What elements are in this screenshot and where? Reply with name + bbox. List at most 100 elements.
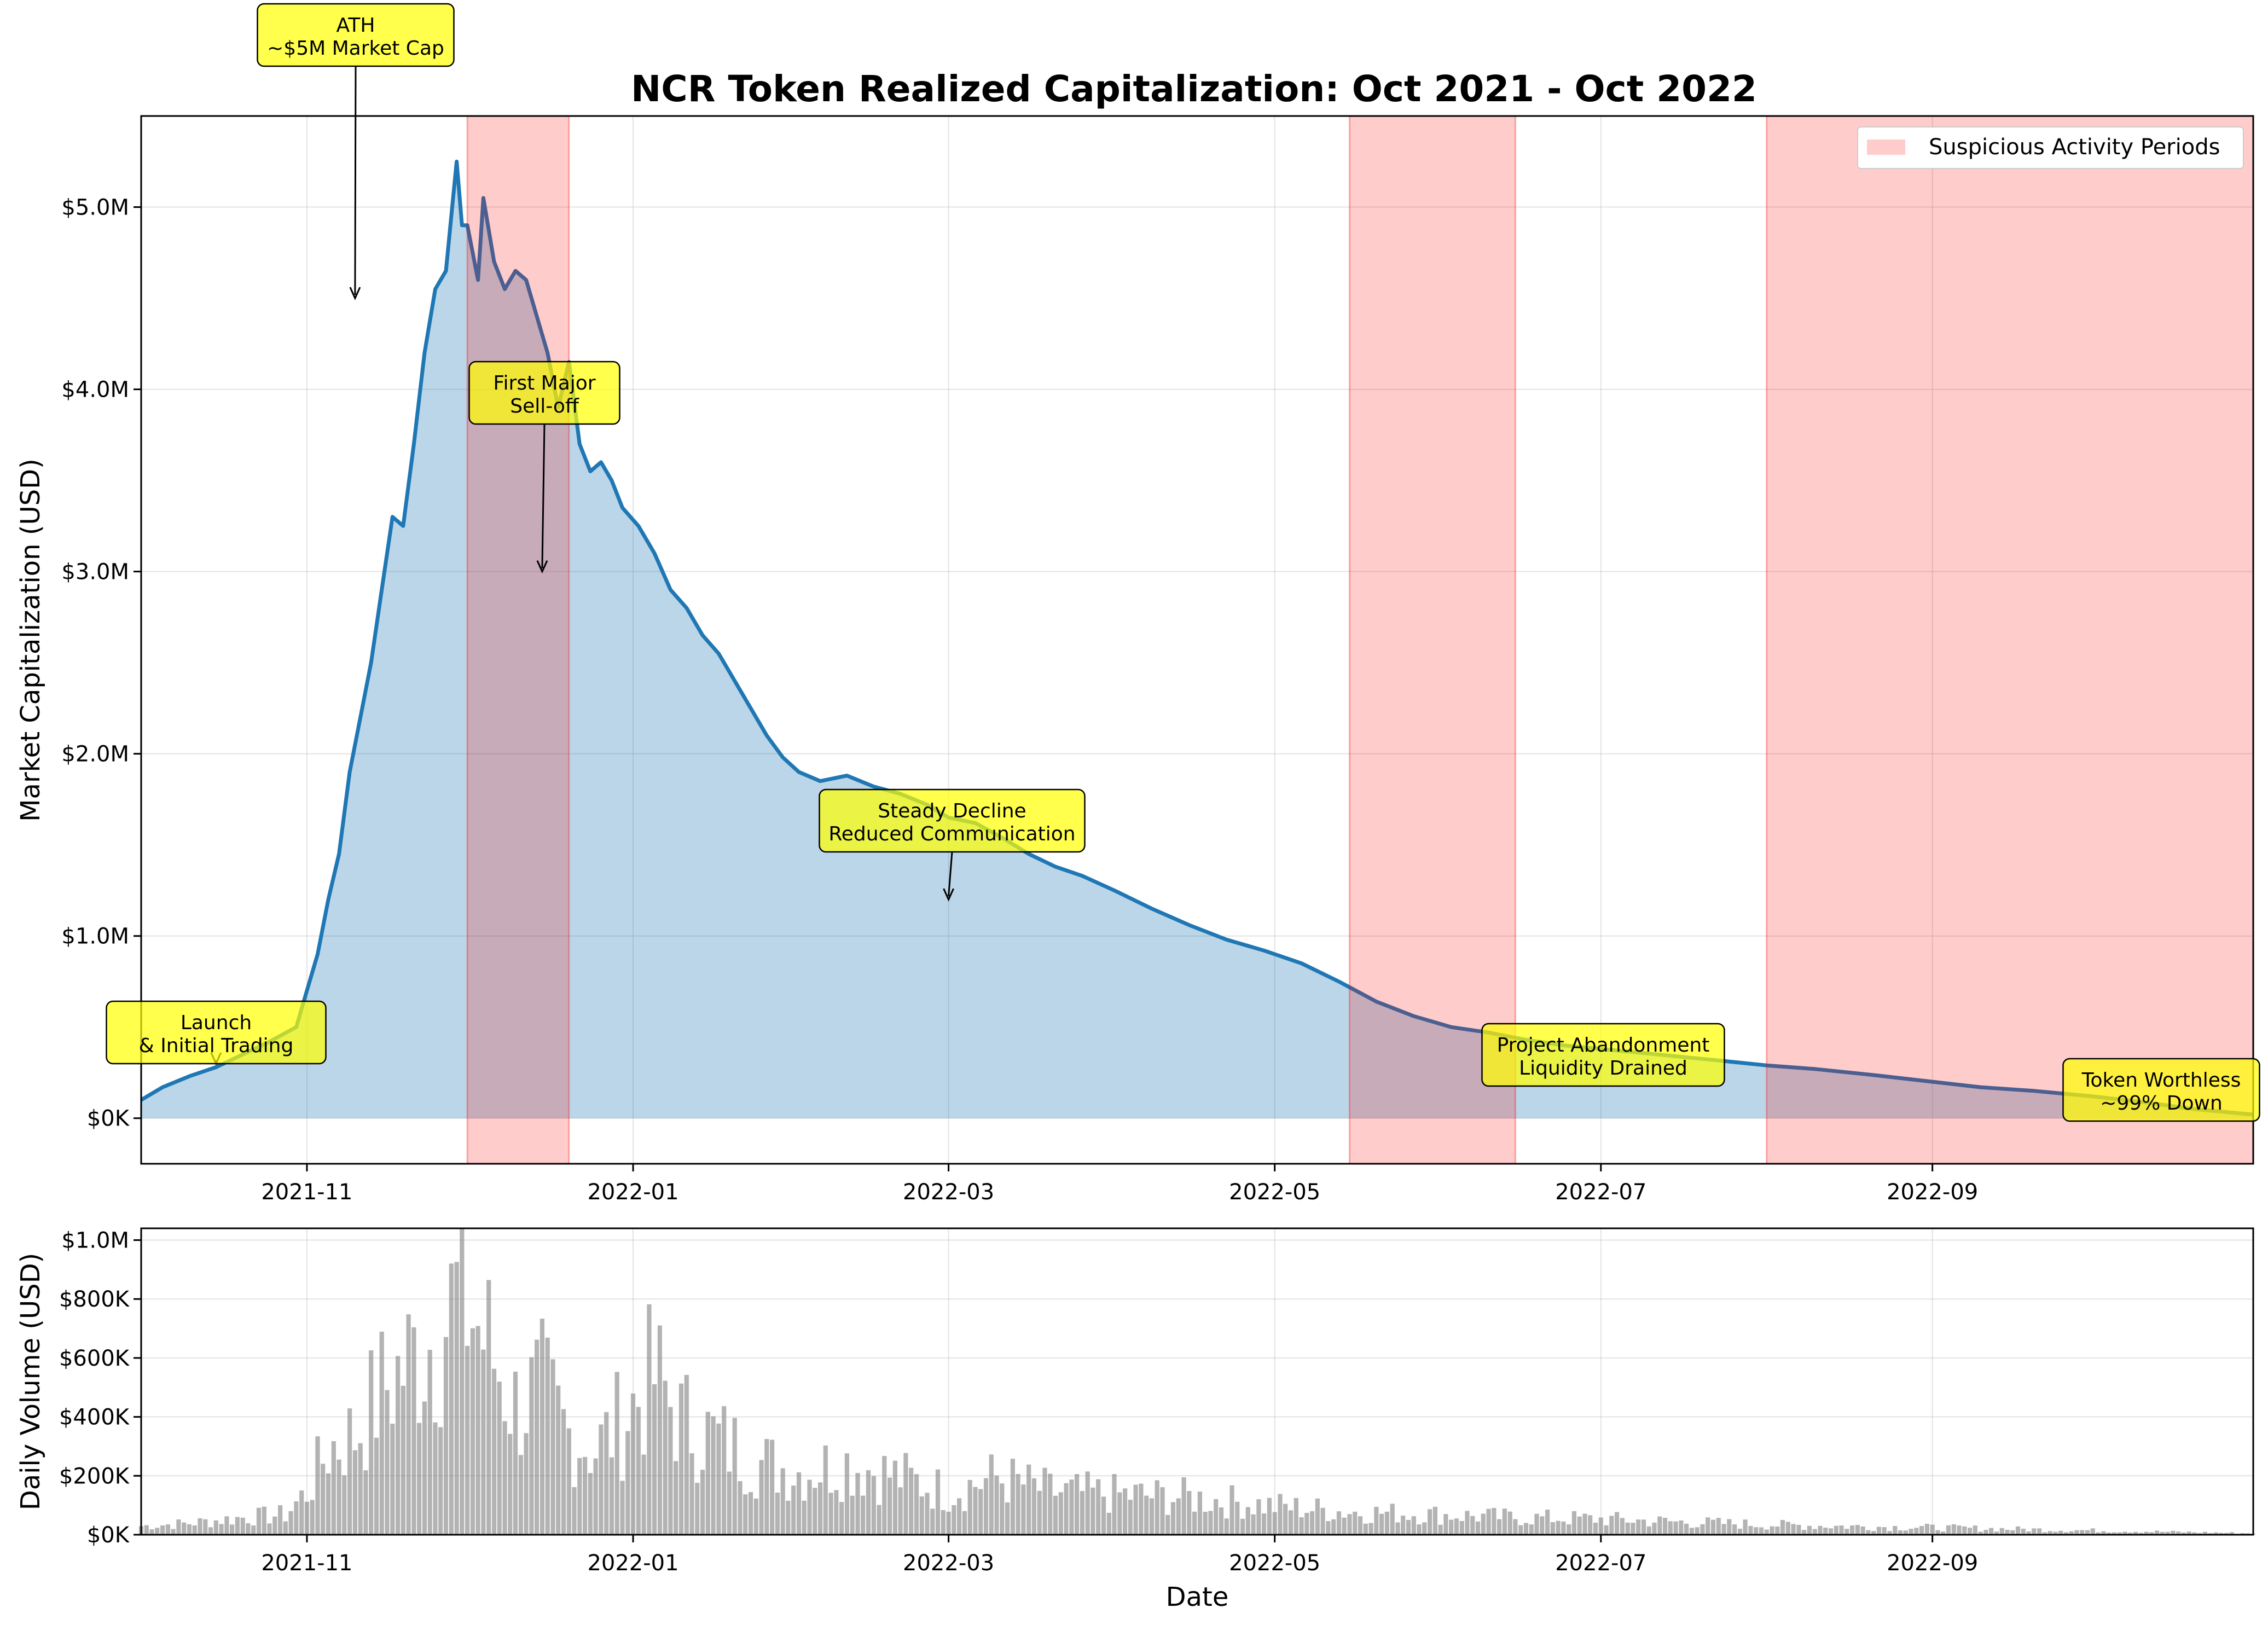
main-plot-frame (140, 115, 2254, 1165)
volume-bar (524, 1433, 529, 1535)
volume-bar (2015, 1526, 2021, 1535)
volume-bar (1481, 1513, 1486, 1535)
volume-bar (304, 1501, 309, 1535)
volume-bar (540, 1319, 544, 1535)
volume-bar (1144, 1495, 1149, 1535)
volume-bar (2219, 1533, 2224, 1535)
volume-bar (2032, 1528, 2037, 1535)
annotation-arrowhead (943, 888, 954, 902)
volume-bar (556, 1385, 561, 1535)
volume-bar (1465, 1511, 1470, 1535)
volume-bar (2058, 1530, 2063, 1535)
volume-bar (1989, 1528, 1994, 1535)
main-y-axis-label: Market Capitalization (USD) (15, 459, 46, 822)
volume-bar (1278, 1494, 1283, 1535)
annotation-arrow (541, 423, 546, 568)
annotation: ATH~$5M Market Cap (257, 3, 455, 300)
volume-bar (427, 1350, 432, 1535)
volume-bar (337, 1459, 341, 1535)
volume-bar (1010, 1459, 1015, 1535)
volume-bar (1615, 1512, 1620, 1535)
volume-bar (1475, 1521, 1481, 1535)
volume-bar (813, 1488, 817, 1535)
volume-bar (1214, 1499, 1219, 1535)
volume-bar (689, 1453, 694, 1535)
volume-bar (1732, 1524, 1737, 1535)
volume-bar (1567, 1524, 1571, 1535)
volume-bar (1679, 1520, 1684, 1535)
volume-bar (251, 1525, 256, 1535)
y-tick-label: $1.0M (61, 1228, 129, 1253)
volume-bar (882, 1456, 887, 1535)
volume-bar (1876, 1527, 1881, 1535)
annotation-arrowhead (349, 287, 361, 300)
volume-bar (1823, 1528, 1828, 1535)
volume-bar (2053, 1531, 2058, 1535)
volume-bar (732, 1418, 737, 1535)
volume-bar (952, 1505, 956, 1535)
legend: Suspicious Activity Periods (1857, 126, 2244, 169)
volume-bar (535, 1339, 540, 1535)
volume-bar (1000, 1483, 1005, 1535)
volume-bar (1924, 1524, 1929, 1535)
volume-bar (182, 1522, 187, 1535)
volume-bar (2010, 1530, 2015, 1535)
volume-bar (1310, 1511, 1315, 1535)
y-tick-label: $3.0M (61, 560, 129, 585)
volume-bar (1197, 1491, 1202, 1535)
volume-bar (1470, 1516, 1475, 1535)
volume-bar (433, 1422, 438, 1535)
suspicious-period (1766, 115, 2254, 1165)
volume-bar (1951, 1524, 1956, 1535)
volume-bar (1101, 1496, 1106, 1535)
volume-bar (1080, 1491, 1084, 1535)
volume-bar (834, 1490, 839, 1535)
volume-bar (1326, 1521, 1331, 1535)
volume-bar (1272, 1512, 1277, 1535)
volume-bar (967, 1479, 972, 1535)
volume-bar (1764, 1529, 1769, 1535)
volume-bar (529, 1357, 534, 1535)
volume-bar (614, 1372, 619, 1535)
volume-bar (2144, 1531, 2149, 1535)
volume-bar (2181, 1533, 2186, 1535)
volume-bar (374, 1437, 379, 1535)
annotation-box (819, 788, 1086, 853)
volume-bar (486, 1280, 491, 1535)
volume-bar (352, 1450, 357, 1535)
volume-bar (1016, 1474, 1020, 1535)
volume-bar (1048, 1473, 1053, 1535)
volume-bar (1058, 1492, 1063, 1535)
volume-bar (1432, 1506, 1437, 1535)
volume-bar (219, 1524, 224, 1535)
volume-bar (331, 1441, 336, 1535)
volume-bar (978, 1489, 983, 1535)
volume-bar (1251, 1514, 1256, 1535)
volume-bar (379, 1331, 384, 1535)
volume-bar (925, 1493, 930, 1535)
volume-bar (1529, 1524, 1534, 1535)
volume-bar (1315, 1498, 1320, 1535)
volume-bar (775, 1493, 780, 1535)
volume-bar (1262, 1513, 1267, 1535)
volume-bar (759, 1460, 764, 1535)
volume-bar (2213, 1532, 2218, 1535)
volume-bar (545, 1337, 550, 1535)
volume-bar (1155, 1480, 1159, 1535)
volume-bar (2186, 1531, 2191, 1535)
y-tick-label: $0K (87, 1106, 130, 1131)
volume-bar (1743, 1519, 1748, 1535)
volume-bar (796, 1472, 802, 1535)
volume-bar (1106, 1512, 1111, 1535)
volume-bar (588, 1473, 593, 1535)
volume-bar (1165, 1514, 1170, 1535)
volume-bar (2117, 1532, 2122, 1535)
volume-bar (1663, 1518, 1668, 1535)
volume-bar (1133, 1484, 1138, 1535)
volume-bar (1882, 1527, 1887, 1535)
volume-bar (2128, 1533, 2133, 1535)
x-tick-label: 2022-05 (1229, 1551, 1320, 1576)
volume-bar (2122, 1531, 2127, 1535)
volume-bar (310, 1500, 315, 1535)
